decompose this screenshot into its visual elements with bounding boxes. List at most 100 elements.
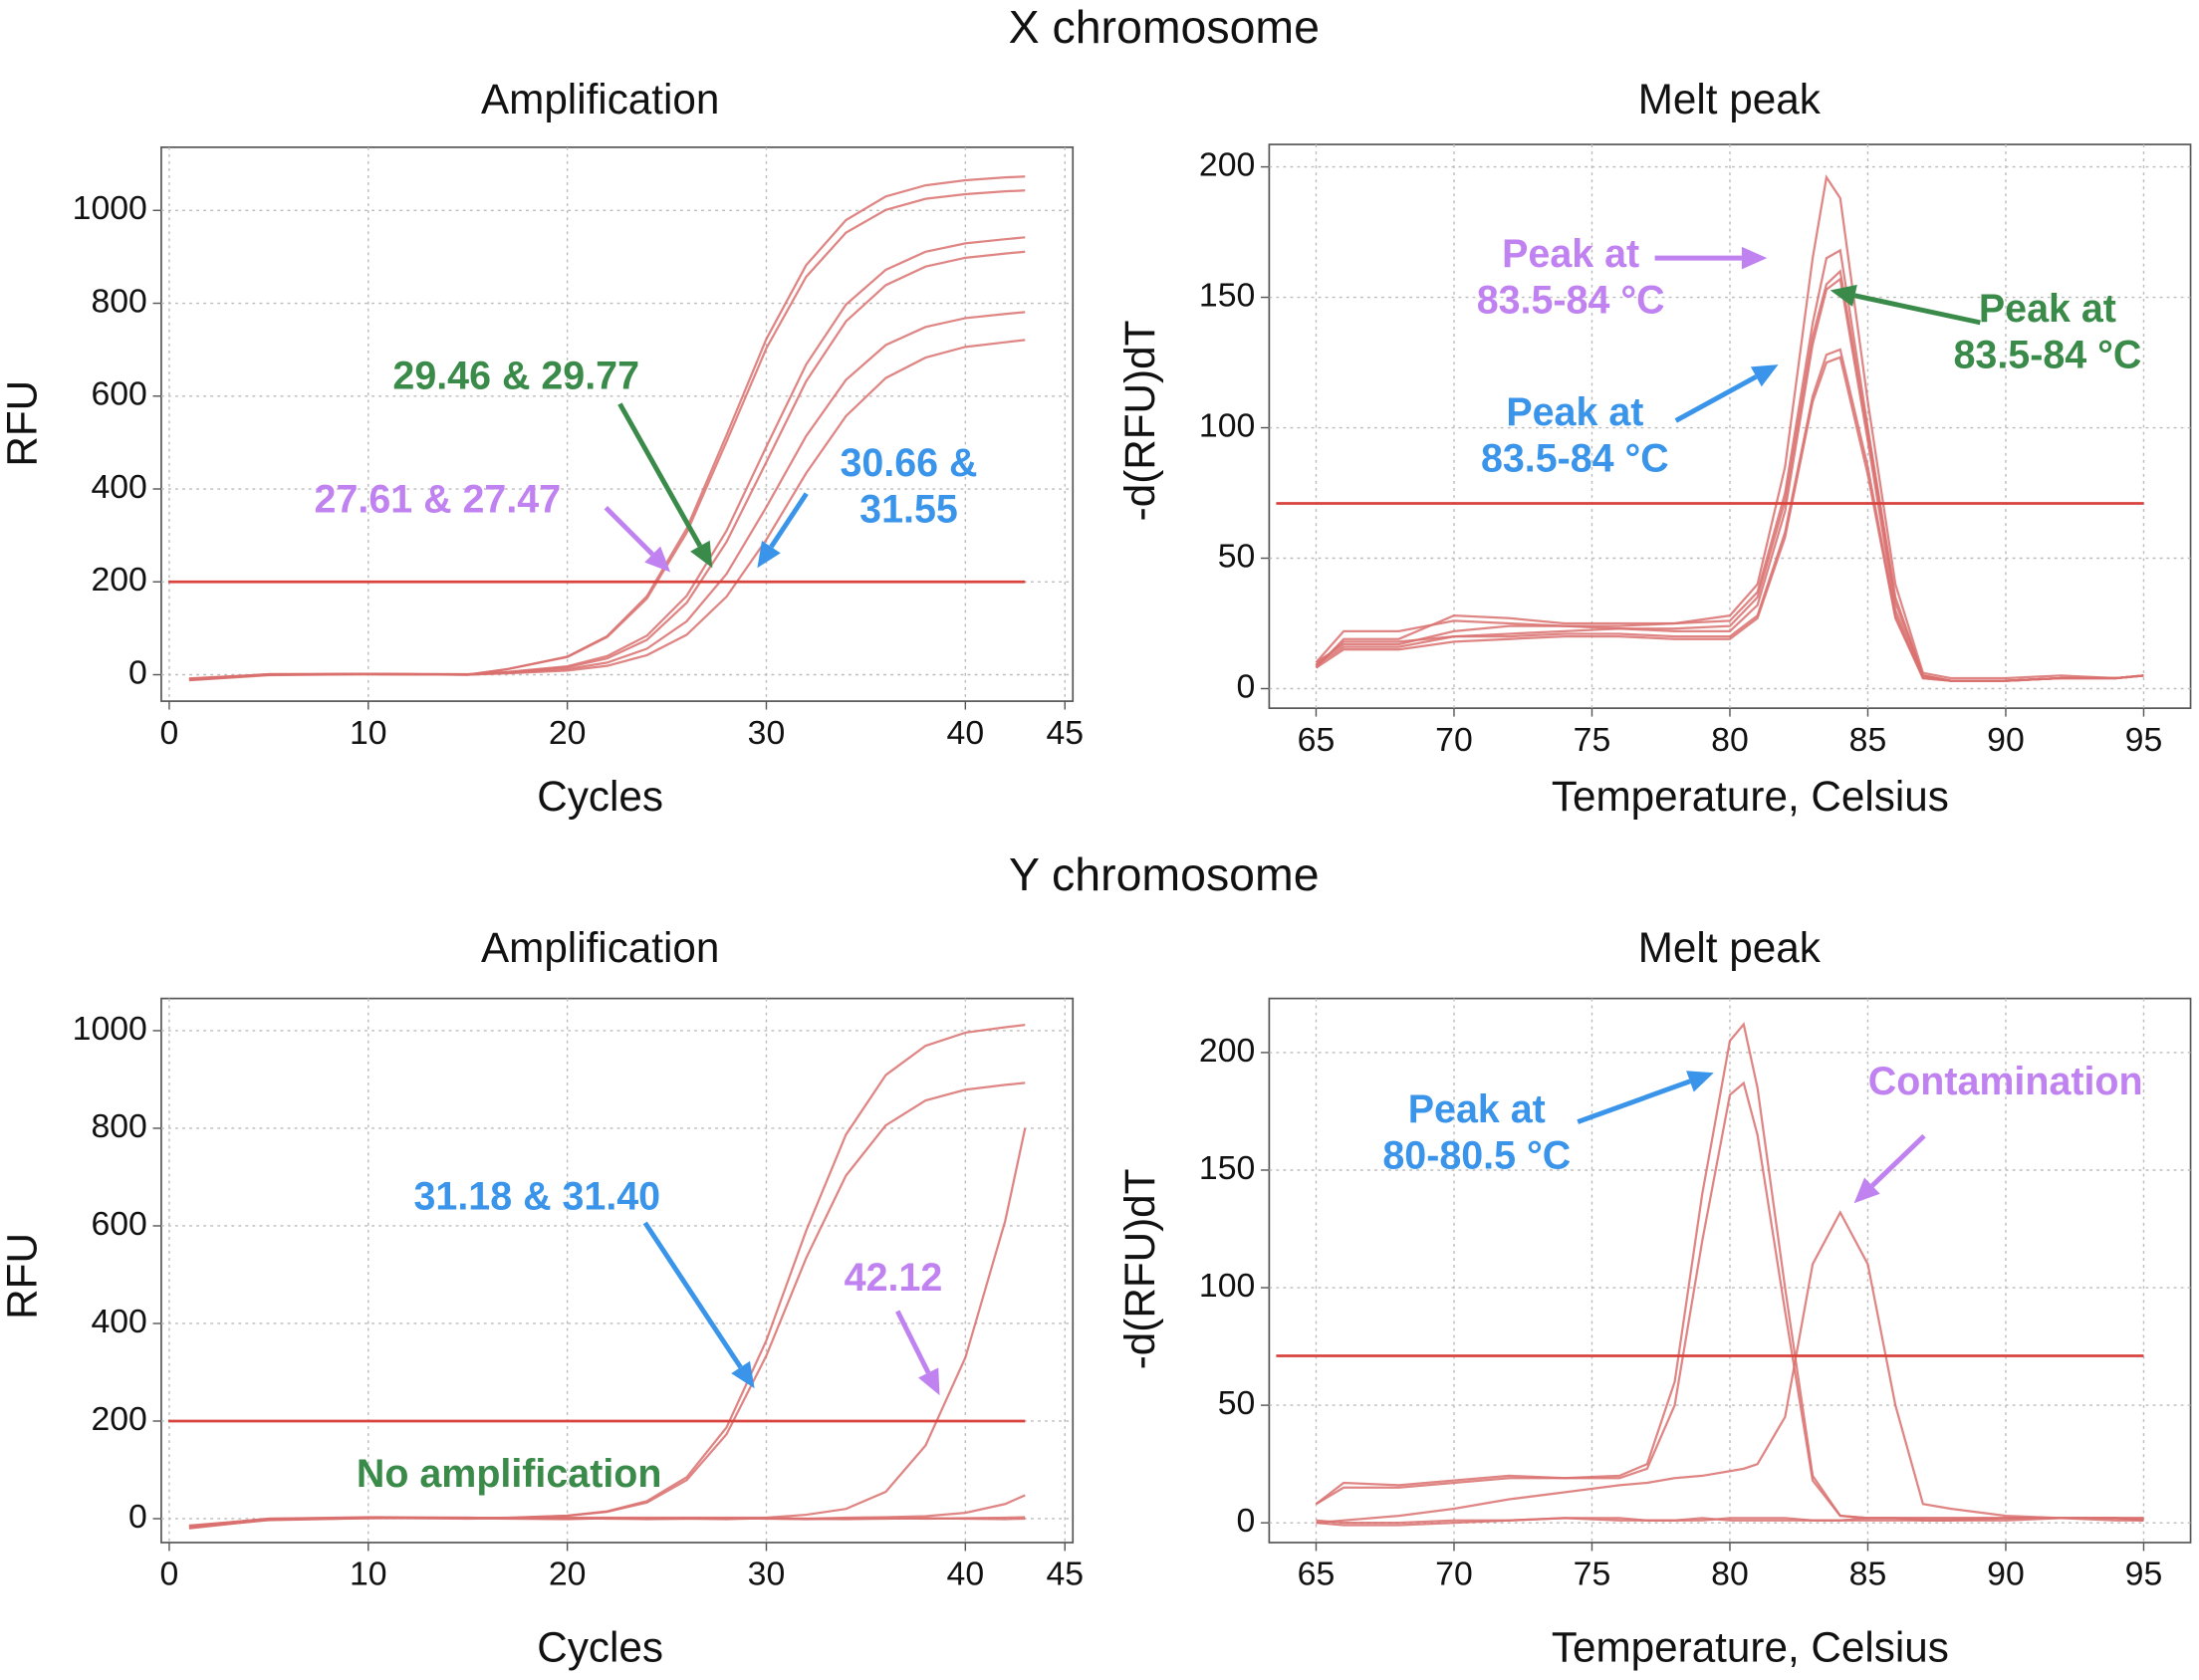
x-axis-label: Cycles [537, 773, 663, 820]
section-title: X chromosome [1009, 1, 1320, 53]
y-tick-label: 150 [1199, 1149, 1255, 1187]
y-tick-label: 400 [91, 468, 146, 506]
annotation-arrow [895, 1310, 931, 1374]
annotation-arrow [1674, 374, 1758, 423]
x-tick-label: 70 [1435, 1556, 1473, 1593]
plot-area [160, 146, 1075, 702]
x-axis-label: Cycles [537, 1624, 663, 1671]
arrow-head [1686, 1071, 1714, 1092]
x-tick-label: 80 [1711, 721, 1749, 759]
y-axis-label: RFU [0, 1233, 46, 1320]
x-tick-label: 0 [160, 714, 179, 752]
data-line [188, 339, 1026, 681]
x-tick-label: 40 [947, 1556, 985, 1593]
annotation-arrow [769, 492, 809, 549]
y-tick-label: 200 [91, 561, 146, 599]
x-tick-label: 85 [1849, 1556, 1887, 1593]
arrow-head [731, 1360, 755, 1389]
data-line [188, 1517, 1026, 1530]
x-tick-label: 80 [1711, 1556, 1749, 1593]
y-tick-label: 0 [128, 653, 147, 691]
plot-area [1268, 997, 2192, 1544]
annotation: Peak at [1502, 232, 1639, 276]
x-tick-label: 90 [1987, 721, 2025, 759]
annotation: Peak at [1979, 287, 2116, 331]
chart-title: Amplification [481, 76, 719, 122]
annotation: 42.12 [845, 1256, 943, 1300]
data-line [1316, 1517, 2144, 1525]
y-axis-label: -d(RFU)dT [1116, 1169, 1163, 1370]
y-axis-label: RFU [0, 380, 46, 467]
x-tick-label: 65 [1298, 1556, 1336, 1593]
annotation: 27.61 & 27.47 [315, 478, 562, 522]
x-tick-label: 65 [1298, 721, 1336, 759]
y-tick-label: 0 [1237, 667, 1256, 705]
arrow-head [1741, 246, 1768, 270]
y-axis-label: -d(RFU)dT [1116, 321, 1163, 522]
x-tick-label: 95 [2125, 721, 2163, 759]
x-tick-label: 0 [160, 1556, 179, 1593]
x-tick-label: 95 [2125, 1556, 2163, 1593]
x-tick-label: 70 [1435, 721, 1473, 759]
x-tick-label: 20 [549, 1556, 587, 1593]
x-tick-label: 20 [549, 714, 587, 752]
arrow-head [918, 1367, 940, 1396]
annotation: 83.5-84 °C [1477, 279, 1665, 323]
annotation: 29.46 & 29.77 [392, 355, 639, 398]
data-line [1315, 174, 2144, 680]
arrow-head [1853, 1177, 1880, 1204]
annotation: 30.66 & [840, 441, 977, 485]
y-tick-label: 50 [1218, 1384, 1256, 1422]
x-tick-label: 85 [1849, 721, 1887, 759]
y-tick-label: 200 [91, 1400, 146, 1438]
annotation: Contamination [1868, 1060, 2143, 1103]
section-title: Y chromosome [1009, 848, 1320, 900]
annotation: 31.55 [859, 487, 958, 531]
x-tick-label: 90 [1987, 1556, 2025, 1593]
annotation-arrow [1853, 293, 1981, 326]
y-tick-label: 200 [1199, 1032, 1255, 1070]
data-line [1315, 1080, 2144, 1520]
chart-title: Amplification [481, 924, 719, 971]
annotation: No amplification [357, 1452, 662, 1496]
annotation-arrow [642, 1221, 743, 1369]
y-tick-label: 600 [91, 1205, 146, 1243]
y-tick-label: 150 [1199, 276, 1255, 314]
annotation: 31.18 & 31.40 [414, 1174, 661, 1218]
data-line [1315, 356, 2144, 682]
x-tick-label: 30 [748, 1556, 786, 1593]
annotation-arrow [1870, 1133, 1926, 1188]
y-tick-label: 400 [91, 1303, 146, 1340]
data-line [1316, 1210, 2144, 1525]
annotation: Peak at [1408, 1087, 1546, 1131]
arrow-head [1830, 284, 1857, 307]
y-tick-label: 800 [91, 282, 146, 320]
arrow-head [690, 540, 713, 569]
annotation: 83.5-84 °C [1481, 437, 1669, 481]
x-tick-label: 40 [947, 714, 985, 752]
x-axis-label: Temperature, Celsius [1552, 1624, 1949, 1671]
x-tick-label: 10 [350, 714, 387, 752]
y-tick-label: 1000 [73, 1010, 147, 1048]
annotation: 80-80.5 °C [1382, 1134, 1571, 1178]
annotation-arrow [604, 506, 654, 557]
y-tick-label: 800 [91, 1107, 146, 1145]
y-tick-label: 200 [1199, 146, 1255, 184]
arrow-head [644, 546, 671, 573]
y-tick-label: 0 [1237, 1502, 1256, 1540]
annotation: Peak at [1506, 390, 1643, 434]
y-tick-label: 0 [128, 1498, 147, 1536]
y-tick-label: 600 [91, 375, 146, 413]
x-tick-label: 30 [748, 714, 786, 752]
arrow-head [757, 540, 781, 569]
y-tick-label: 50 [1218, 537, 1256, 575]
chart-title: Melt peak [1638, 76, 1822, 122]
annotation: 83.5-84 °C [1954, 333, 2142, 376]
arrow-head [1750, 364, 1779, 387]
x-tick-label: 75 [1574, 721, 1611, 759]
x-tick-label: 45 [1046, 1556, 1084, 1593]
annotation-arrow [1577, 1079, 1691, 1124]
annotation-arrow [617, 402, 703, 548]
y-tick-label: 100 [1199, 406, 1255, 444]
